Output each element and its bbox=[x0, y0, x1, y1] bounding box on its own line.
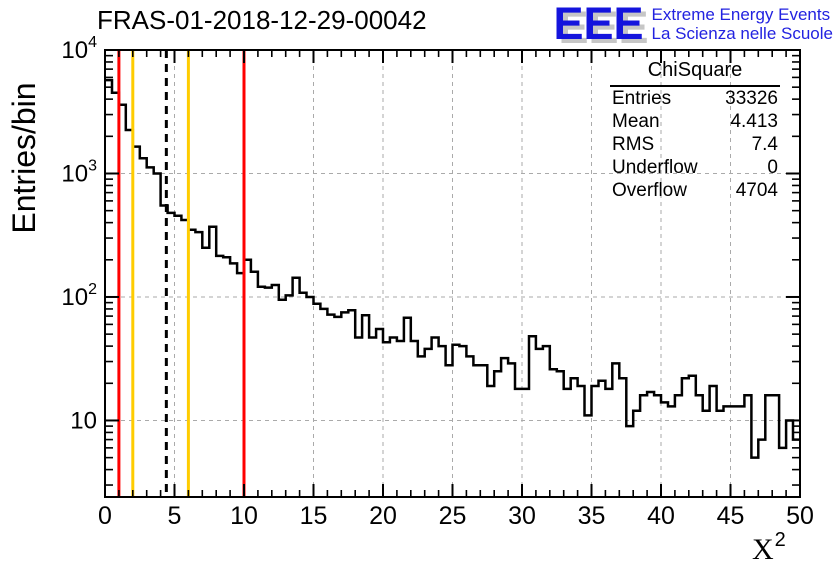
stats-row-underflow: Underflow 0 bbox=[610, 156, 780, 179]
stats-value: 33326 bbox=[725, 88, 778, 109]
stats-row-mean: Mean 4.413 bbox=[610, 110, 780, 133]
plot-title: FRAS-01-2018-12-29-00042 bbox=[97, 5, 427, 35]
eee-logo-letters: EEE bbox=[553, 0, 644, 49]
stats-label: Underflow bbox=[612, 157, 698, 178]
stats-label: Overflow bbox=[612, 180, 687, 201]
x-tick-label: 35 bbox=[578, 502, 606, 530]
stats-row-overflow: Overflow 4704 bbox=[610, 179, 780, 202]
y-tick-label: 102 bbox=[61, 281, 97, 311]
x-axis-title-base: X bbox=[752, 533, 774, 566]
x-tick-label: 30 bbox=[508, 502, 536, 530]
x-axis-title: X2 bbox=[752, 529, 786, 567]
eee-logo-text: Extreme Energy Events La Scienza nelle S… bbox=[652, 5, 833, 43]
stats-box: ChiSquare Entries 33326 Mean 4.413 RMS 7… bbox=[610, 59, 780, 202]
stats-box-title: ChiSquare bbox=[610, 59, 780, 87]
stats-value: 7.4 bbox=[751, 134, 778, 155]
stats-value: 0 bbox=[767, 157, 778, 178]
y-axis-title: Entries/bin bbox=[6, 82, 42, 234]
y-tick-label: 10 bbox=[70, 407, 97, 434]
x-tick-label: 25 bbox=[439, 502, 467, 530]
x-tick-label: 40 bbox=[647, 502, 675, 530]
x-tick-label: 5 bbox=[168, 502, 182, 530]
x-tick-label: 50 bbox=[786, 502, 814, 530]
stats-row-entries: Entries 33326 bbox=[610, 87, 780, 110]
x-tick-label: 20 bbox=[369, 502, 397, 530]
histogram-step-line bbox=[105, 78, 800, 459]
x-axis-title-exponent: 2 bbox=[774, 529, 786, 551]
stats-label: RMS bbox=[612, 134, 655, 155]
x-tick-label: 10 bbox=[230, 502, 258, 530]
stats-value: 4.413 bbox=[730, 111, 778, 132]
y-tick-label: 104 bbox=[61, 34, 97, 64]
x-tick-label: 45 bbox=[717, 502, 745, 530]
x-tick-label: 15 bbox=[300, 502, 328, 530]
eee-logo-line2: La Scienza nelle Scuole bbox=[651, 24, 833, 44]
stats-label: Entries bbox=[612, 88, 672, 109]
stats-row-rms: RMS 7.4 bbox=[610, 133, 780, 156]
eee-logo: EEE Extreme Energy Events La Scienza nel… bbox=[553, 0, 833, 49]
stats-value: 4704 bbox=[735, 180, 778, 201]
eee-logo-line1: Extreme Energy Events bbox=[651, 5, 831, 25]
x-tick-label: 0 bbox=[98, 502, 112, 530]
stats-label: Mean bbox=[612, 111, 660, 132]
y-tick-label: 103 bbox=[61, 157, 97, 187]
